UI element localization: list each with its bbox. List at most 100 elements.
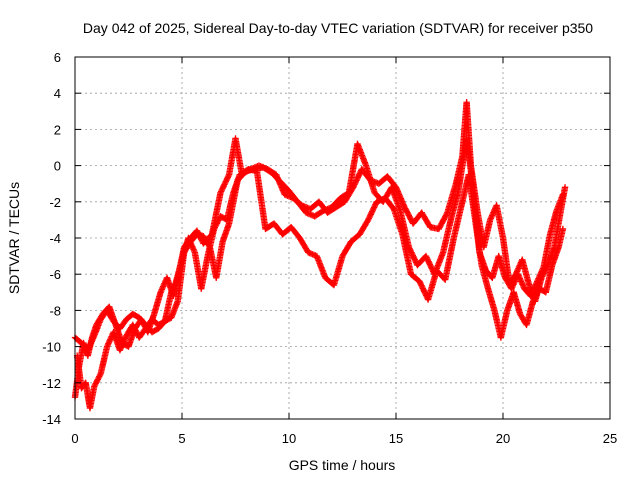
x-tick-label: 15: [389, 431, 403, 446]
axis-ticks: 0 5 10 15 20 25 -14 -12 -10 -8 -6 -4 -2 0 2 4 6: [42, 50, 617, 446]
x-tick-label: 25: [603, 431, 617, 446]
data-point: [418, 283, 426, 291]
data-point: [531, 295, 538, 302]
y-axis-label: SDTVAR / TECUs: [6, 182, 22, 294]
data-point: [422, 252, 430, 260]
data-point: [408, 249, 415, 256]
series-2: [71, 135, 567, 354]
data-point: [211, 224, 219, 231]
y-tick-label: 6: [54, 50, 61, 65]
grid-lines: [75, 57, 610, 419]
y-tick-label: -10: [42, 340, 61, 355]
data-point: [131, 325, 139, 333]
data-point: [369, 206, 376, 214]
data-point: [416, 279, 424, 287]
x-tick-label: 10: [282, 431, 296, 446]
data-point: [371, 202, 378, 210]
data-point: [424, 257, 432, 264]
data-point: [411, 256, 418, 263]
data-point: [355, 172, 362, 180]
data-point: [91, 381, 99, 389]
data-point: [96, 373, 103, 380]
data-point: [221, 181, 228, 188]
data-point: [366, 213, 373, 221]
data-point: [417, 281, 425, 288]
data-point: [416, 278, 423, 285]
data-point: [366, 212, 374, 219]
y-tick-label: 4: [54, 86, 61, 101]
data-point: [355, 171, 363, 178]
data-point: [530, 296, 537, 304]
data-point: [410, 254, 418, 262]
data-point: [350, 182, 358, 190]
data-point: [418, 282, 425, 289]
chart-title: Day 042 of 2025, Sidereal Day-to-day VTE…: [83, 20, 593, 36]
data-point: [224, 174, 231, 181]
data-point: [220, 182, 228, 189]
data-point: [365, 215, 373, 222]
data-point: [222, 178, 229, 185]
x-tick-label: 0: [71, 431, 78, 446]
data-point: [367, 211, 375, 218]
data-point: [93, 377, 101, 384]
data-point: [426, 259, 433, 267]
data-markers: [71, 99, 569, 412]
data-point: [426, 261, 434, 268]
x-tick-label: 5: [178, 431, 185, 446]
data-point: [372, 201, 379, 208]
data-point: [370, 204, 378, 211]
data-point: [217, 189, 224, 196]
data-point: [407, 248, 415, 255]
data-point: [96, 371, 104, 379]
y-tick-label: -4: [49, 231, 61, 246]
data-point: [531, 293, 539, 301]
data-point: [354, 174, 362, 181]
data-point: [410, 253, 417, 260]
x-axis-label: GPS time / hours: [289, 457, 396, 473]
data-point: [427, 262, 434, 270]
data-point: [217, 188, 225, 195]
data-point: [424, 255, 431, 263]
data-point: [223, 177, 230, 184]
data-point: [219, 183, 227, 191]
data-point: [421, 289, 429, 296]
data-point: [368, 208, 376, 215]
data-point: [133, 328, 140, 336]
data-point: [420, 287, 428, 295]
y-tick-label: -2: [49, 195, 61, 210]
x-tick-label: 20: [496, 431, 510, 446]
data-point: [221, 179, 229, 187]
data-point: [559, 225, 567, 233]
y-tick-label: 2: [54, 122, 61, 137]
y-tick-label: -14: [42, 412, 61, 427]
data-point: [425, 258, 432, 265]
series-0: [71, 99, 569, 401]
data-point: [405, 243, 413, 251]
data-point: [214, 218, 221, 226]
data-point: [353, 175, 361, 183]
data-point: [212, 222, 219, 230]
y-tick-label: -6: [49, 267, 61, 282]
data-point: [130, 323, 137, 330]
data-point: [223, 175, 231, 183]
data-point: [205, 242, 213, 249]
data-point: [225, 172, 232, 180]
data-point: [420, 286, 427, 293]
data-point: [406, 246, 414, 254]
data-point: [94, 376, 102, 383]
y-tick-label: -12: [42, 376, 61, 391]
data-point: [428, 264, 435, 271]
data-point: [218, 186, 226, 194]
data-point: [132, 327, 139, 334]
data-point: [91, 383, 98, 390]
y-tick-label: -8: [49, 303, 61, 318]
data-point: [210, 225, 218, 233]
data-point: [419, 285, 427, 292]
data-point: [408, 250, 416, 258]
data-point: [213, 221, 220, 228]
data-point: [529, 298, 537, 305]
data-point: [215, 217, 222, 224]
y-tick-label: 0: [54, 159, 61, 174]
data-point: [368, 209, 375, 217]
